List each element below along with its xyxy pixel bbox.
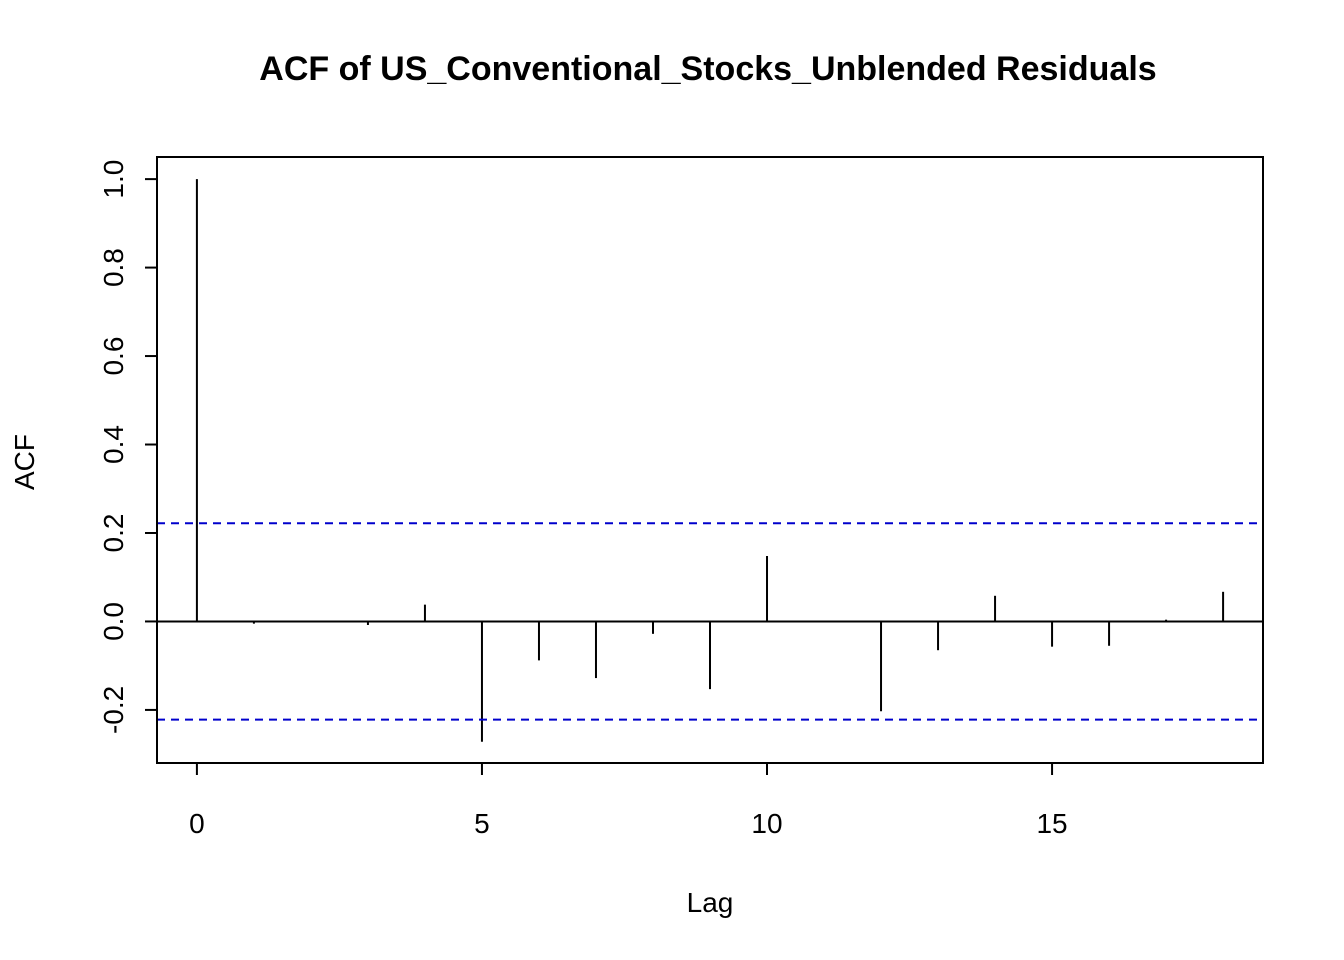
y-tick-label: 0.4 [98, 425, 129, 464]
y-tick-label: 0.8 [98, 248, 129, 287]
chart-title: ACF of US_Conventional_Stocks_Unblended … [259, 50, 1156, 88]
x-tick-label: 15 [1036, 808, 1067, 839]
y-tick-label: 1.0 [98, 160, 129, 199]
x-tick-label: 10 [751, 808, 782, 839]
x-axis: 0 5 10 15 [189, 763, 1068, 839]
y-tick-label: 0.2 [98, 514, 129, 553]
y-tick-label: 0.6 [98, 337, 129, 376]
y-tick-label: 0.0 [98, 602, 129, 641]
y-axis: -0.2 0.0 0.2 0.4 0.6 0.8 1.0 [98, 160, 157, 734]
x-tick-label: 0 [189, 808, 205, 839]
y-tick-label: -0.2 [98, 686, 129, 734]
plot-frame [156, 156, 1264, 764]
confidence-bounds [157, 522, 1263, 721]
x-axis-label: Lag [687, 887, 734, 918]
acf-bars [195, 179, 1225, 742]
y-axis-label: ACF [9, 434, 40, 490]
x-tick-label: 5 [474, 808, 490, 839]
